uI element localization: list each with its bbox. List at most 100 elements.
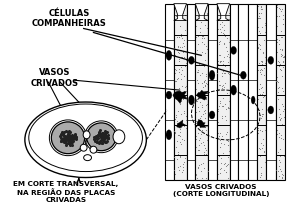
Point [226, 52, 231, 55]
Point [217, 172, 222, 175]
Point [221, 31, 226, 35]
Point [218, 93, 222, 97]
Point [174, 14, 179, 18]
Point [257, 29, 262, 33]
Point [194, 71, 199, 74]
Point [178, 98, 183, 101]
Point [178, 12, 183, 16]
Point [197, 118, 202, 122]
Point [275, 128, 280, 131]
Point [278, 30, 283, 33]
Point [224, 170, 228, 173]
Point [181, 160, 186, 163]
Point [203, 116, 207, 119]
Point [274, 14, 279, 17]
Point [204, 97, 209, 100]
Point [178, 93, 182, 97]
Point [202, 17, 206, 20]
Point [258, 83, 262, 86]
Point [194, 172, 199, 175]
Point [198, 26, 203, 29]
Point [274, 4, 279, 7]
Point [219, 105, 224, 108]
Point [224, 18, 229, 22]
Point [260, 137, 265, 140]
Point [218, 33, 223, 37]
Bar [257, 4, 266, 180]
Point [177, 91, 182, 94]
Point [219, 30, 223, 33]
Point [255, 126, 260, 130]
Point [200, 105, 204, 109]
Point [220, 70, 225, 73]
Point [220, 115, 224, 118]
Point [203, 146, 208, 150]
Point [194, 173, 199, 177]
Point [260, 129, 264, 133]
Point [258, 6, 263, 9]
Point [221, 17, 226, 20]
Bar [266, 4, 276, 180]
Ellipse shape [251, 96, 255, 104]
Point [278, 160, 283, 163]
Point [279, 86, 284, 89]
Point [194, 145, 198, 148]
Point [256, 46, 261, 49]
Point [181, 55, 186, 59]
Point [218, 166, 223, 170]
Point [215, 87, 220, 91]
Point [182, 28, 187, 32]
Ellipse shape [113, 130, 125, 144]
Point [183, 96, 187, 100]
Point [259, 165, 264, 168]
Point [223, 45, 228, 49]
Point [280, 102, 285, 105]
Point [280, 173, 285, 177]
Point [196, 117, 201, 120]
Point [183, 94, 188, 98]
Point [203, 78, 208, 81]
Point [279, 35, 284, 39]
Point [172, 173, 177, 176]
Point [204, 129, 208, 132]
Ellipse shape [209, 111, 215, 119]
Point [224, 163, 229, 166]
Point [181, 95, 186, 98]
Point [274, 33, 279, 36]
Ellipse shape [29, 104, 142, 172]
Point [258, 72, 263, 75]
Point [226, 64, 230, 67]
Point [199, 129, 203, 132]
Point [222, 33, 227, 36]
Point [199, 91, 204, 95]
Point [226, 60, 231, 63]
Point [226, 163, 230, 166]
Point [181, 11, 185, 14]
Point [199, 10, 203, 14]
Point [194, 87, 199, 91]
Point [204, 45, 209, 48]
Point [194, 97, 198, 100]
Text: VASOS
CRIVADOS: VASOS CRIVADOS [30, 68, 78, 88]
Point [172, 118, 177, 121]
Point [261, 149, 266, 153]
Point [205, 83, 209, 86]
Point [225, 37, 230, 40]
Point [183, 114, 188, 117]
Bar [174, 4, 186, 180]
Point [226, 144, 230, 147]
Point [178, 91, 183, 94]
Point [274, 37, 279, 41]
Point [257, 108, 262, 112]
Point [217, 134, 222, 138]
Point [180, 85, 184, 88]
Point [202, 64, 206, 67]
Point [217, 40, 222, 44]
Point [259, 173, 263, 177]
Point [260, 108, 265, 111]
Point [276, 170, 281, 173]
Point [178, 77, 183, 81]
Point [196, 9, 201, 13]
Point [199, 170, 203, 173]
Point [276, 59, 281, 63]
